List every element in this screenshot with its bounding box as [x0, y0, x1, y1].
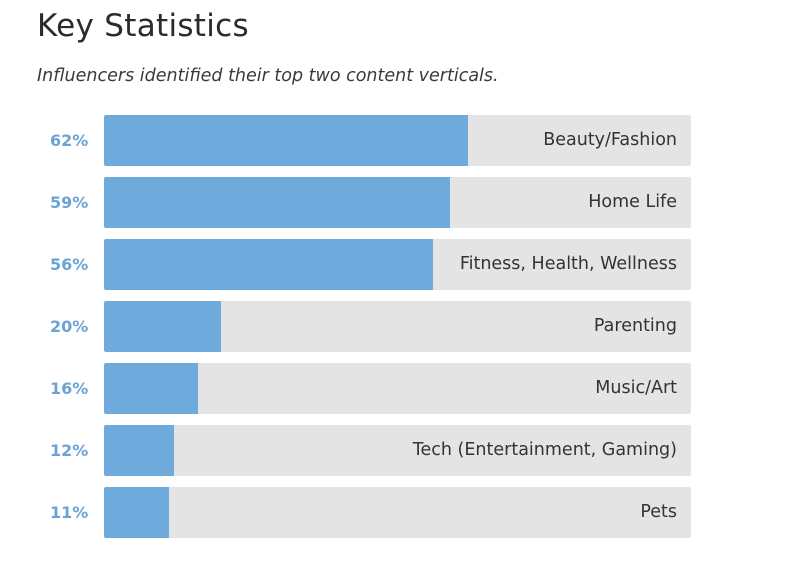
bar-category-label: Pets: [640, 502, 677, 522]
bar: [104, 301, 221, 352]
bar-value-label: 11%: [50, 503, 89, 522]
bar-value-label: 12%: [50, 441, 89, 460]
bar-track: Parenting: [104, 301, 691, 352]
bar-category-label: Home Life: [588, 192, 677, 212]
bar-category-label: Parenting: [593, 316, 677, 336]
bar-track: Pets: [104, 487, 691, 538]
bar: [104, 115, 468, 166]
bar-row: 16% Music/Art: [0, 363, 805, 414]
bar-track: Beauty/Fashion: [104, 115, 691, 166]
bar-value-label: 20%: [50, 317, 89, 336]
bar-row: 56% Fitness, Health, Wellness: [0, 239, 805, 290]
bar-row: 11% Pets: [0, 487, 805, 538]
bar: [104, 487, 169, 538]
bar-category-label: Beauty/Fashion: [543, 130, 677, 150]
bar-value-label: 62%: [50, 131, 89, 150]
bar-track: Fitness, Health, Wellness: [104, 239, 691, 290]
bar-track: Music/Art: [104, 363, 691, 414]
bar-track: Home Life: [104, 177, 691, 228]
bar-row: 20% Parenting: [0, 301, 805, 352]
bar: [104, 425, 174, 476]
bar-row: 62% Beauty/Fashion: [0, 115, 805, 166]
bar-value-label: 56%: [50, 255, 89, 274]
bar-category-label: Tech (Entertainment, Gaming): [412, 440, 677, 460]
bar-track: Tech (Entertainment, Gaming): [104, 425, 691, 476]
bar: [104, 363, 198, 414]
bar-value-label: 59%: [50, 193, 89, 212]
bar-category-label: Fitness, Health, Wellness: [459, 254, 677, 274]
page-subtitle: Influencers identified their top two con…: [37, 66, 499, 86]
bar-row: 12% Tech (Entertainment, Gaming): [0, 425, 805, 476]
bar-value-label: 16%: [50, 379, 89, 398]
bar: [104, 177, 450, 228]
bar-category-label: Music/Art: [595, 378, 677, 398]
bar: [104, 239, 433, 290]
page-title: Key Statistics: [37, 8, 249, 44]
bar-row: 59% Home Life: [0, 177, 805, 228]
